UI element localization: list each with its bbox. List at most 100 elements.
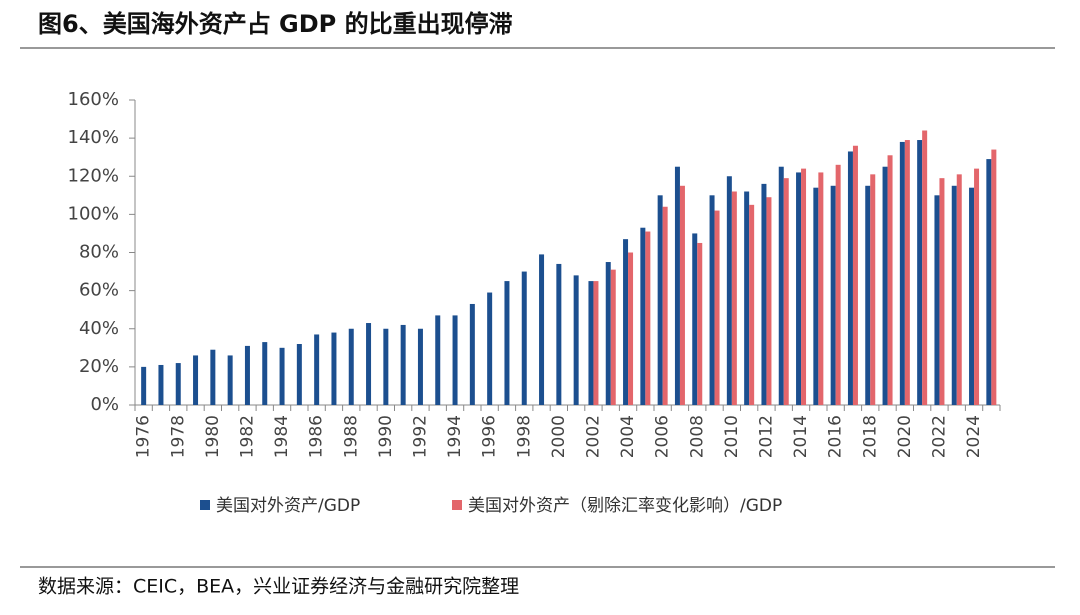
legend-label: 美国对外资产/GDP bbox=[216, 496, 360, 516]
x-tick-label: 2002 bbox=[583, 415, 603, 458]
y-tick-label: 160% bbox=[68, 89, 119, 110]
x-tick-label: 1976 bbox=[134, 415, 154, 458]
bar bbox=[899, 141, 905, 405]
bar bbox=[882, 166, 888, 405]
bar bbox=[366, 323, 372, 405]
bar bbox=[504, 281, 510, 405]
bar bbox=[939, 178, 945, 405]
bar bbox=[778, 166, 784, 405]
x-tick-label: 1982 bbox=[237, 415, 257, 458]
bar bbox=[640, 227, 646, 405]
legend-label: 美国对外资产（剔除汇率变化影响）/GDP bbox=[468, 496, 782, 516]
x-tick-label: 2008 bbox=[687, 415, 707, 458]
x-tick-label: 2024 bbox=[964, 415, 984, 458]
bar bbox=[487, 292, 493, 405]
bar bbox=[610, 269, 616, 405]
bar bbox=[314, 334, 320, 405]
bar bbox=[193, 355, 199, 405]
bar bbox=[348, 328, 354, 405]
y-tick-label: 60% bbox=[79, 280, 119, 301]
bar bbox=[588, 281, 594, 405]
bar bbox=[934, 195, 940, 405]
bar bbox=[521, 271, 527, 405]
x-tick-label: 1984 bbox=[272, 415, 292, 458]
bar bbox=[917, 140, 923, 405]
bar bbox=[674, 166, 680, 405]
y-tick-label: 100% bbox=[68, 203, 119, 224]
bar bbox=[991, 149, 997, 405]
y-tick-label: 40% bbox=[79, 318, 119, 339]
bar bbox=[697, 242, 703, 405]
bar bbox=[210, 349, 216, 405]
bar bbox=[709, 195, 715, 405]
y-tick-label: 20% bbox=[79, 356, 119, 377]
x-tick-label: 1986 bbox=[307, 415, 327, 458]
bar bbox=[623, 239, 629, 405]
bar bbox=[605, 262, 611, 405]
bar bbox=[279, 347, 285, 405]
x-tick-label: 2000 bbox=[549, 415, 569, 458]
y-tick-label: 140% bbox=[68, 127, 119, 148]
bar bbox=[830, 185, 836, 405]
x-tick-label: 2016 bbox=[826, 415, 846, 458]
bar bbox=[469, 303, 475, 405]
bar bbox=[175, 363, 181, 405]
bar bbox=[801, 168, 807, 405]
bar bbox=[852, 145, 858, 405]
bar bbox=[796, 172, 802, 405]
x-tick-label: 1980 bbox=[203, 415, 223, 458]
bar bbox=[593, 281, 599, 405]
bar bbox=[731, 191, 737, 405]
bar bbox=[783, 178, 789, 405]
bar bbox=[539, 254, 545, 405]
bar bbox=[749, 204, 755, 405]
bar bbox=[573, 275, 579, 405]
legend-swatch bbox=[452, 500, 462, 510]
bar bbox=[969, 187, 975, 405]
bar bbox=[435, 315, 441, 405]
x-tick-label: 1994 bbox=[445, 415, 465, 458]
x-tick-label: 1996 bbox=[480, 415, 500, 458]
bar bbox=[141, 366, 147, 405]
bar bbox=[818, 172, 824, 405]
x-tick-label: 2018 bbox=[860, 415, 880, 458]
bar bbox=[400, 324, 406, 405]
y-tick-label: 120% bbox=[68, 165, 119, 186]
bar bbox=[714, 210, 720, 405]
bar bbox=[761, 183, 767, 405]
bar bbox=[227, 355, 233, 405]
bar bbox=[904, 140, 910, 405]
bar bbox=[865, 185, 871, 405]
x-tick-label: 2020 bbox=[895, 415, 915, 458]
bar bbox=[956, 174, 962, 405]
bar bbox=[887, 155, 893, 405]
chart-title: 图6、美国海外资产占 GDP 的比重出现停滞 bbox=[38, 10, 513, 38]
bar bbox=[813, 187, 819, 405]
bar bbox=[662, 206, 668, 405]
y-tick-label: 0% bbox=[90, 394, 119, 415]
bar bbox=[244, 345, 250, 405]
bar bbox=[922, 130, 928, 405]
source: 数据来源：CEIC，BEA，兴业证券经济与金融研究院整理 bbox=[38, 576, 519, 598]
bar bbox=[726, 176, 732, 405]
x-tick-label: 2004 bbox=[618, 415, 638, 458]
x-tick-label: 2010 bbox=[722, 415, 742, 458]
bar bbox=[628, 252, 634, 405]
x-tick-label: 2012 bbox=[756, 415, 776, 458]
bar bbox=[417, 328, 423, 405]
legend-swatch bbox=[200, 500, 210, 510]
bar bbox=[870, 174, 876, 405]
bar bbox=[744, 191, 750, 405]
x-tick-label: 1998 bbox=[514, 415, 534, 458]
bar bbox=[645, 231, 651, 405]
bar bbox=[766, 197, 772, 405]
x-tick-label: 2022 bbox=[929, 415, 949, 458]
bar bbox=[158, 364, 164, 405]
bar bbox=[974, 168, 980, 405]
bar bbox=[331, 332, 337, 405]
bar bbox=[556, 263, 562, 405]
bar bbox=[262, 342, 268, 405]
bar bbox=[835, 164, 841, 405]
x-tick-label: 2006 bbox=[653, 415, 673, 458]
